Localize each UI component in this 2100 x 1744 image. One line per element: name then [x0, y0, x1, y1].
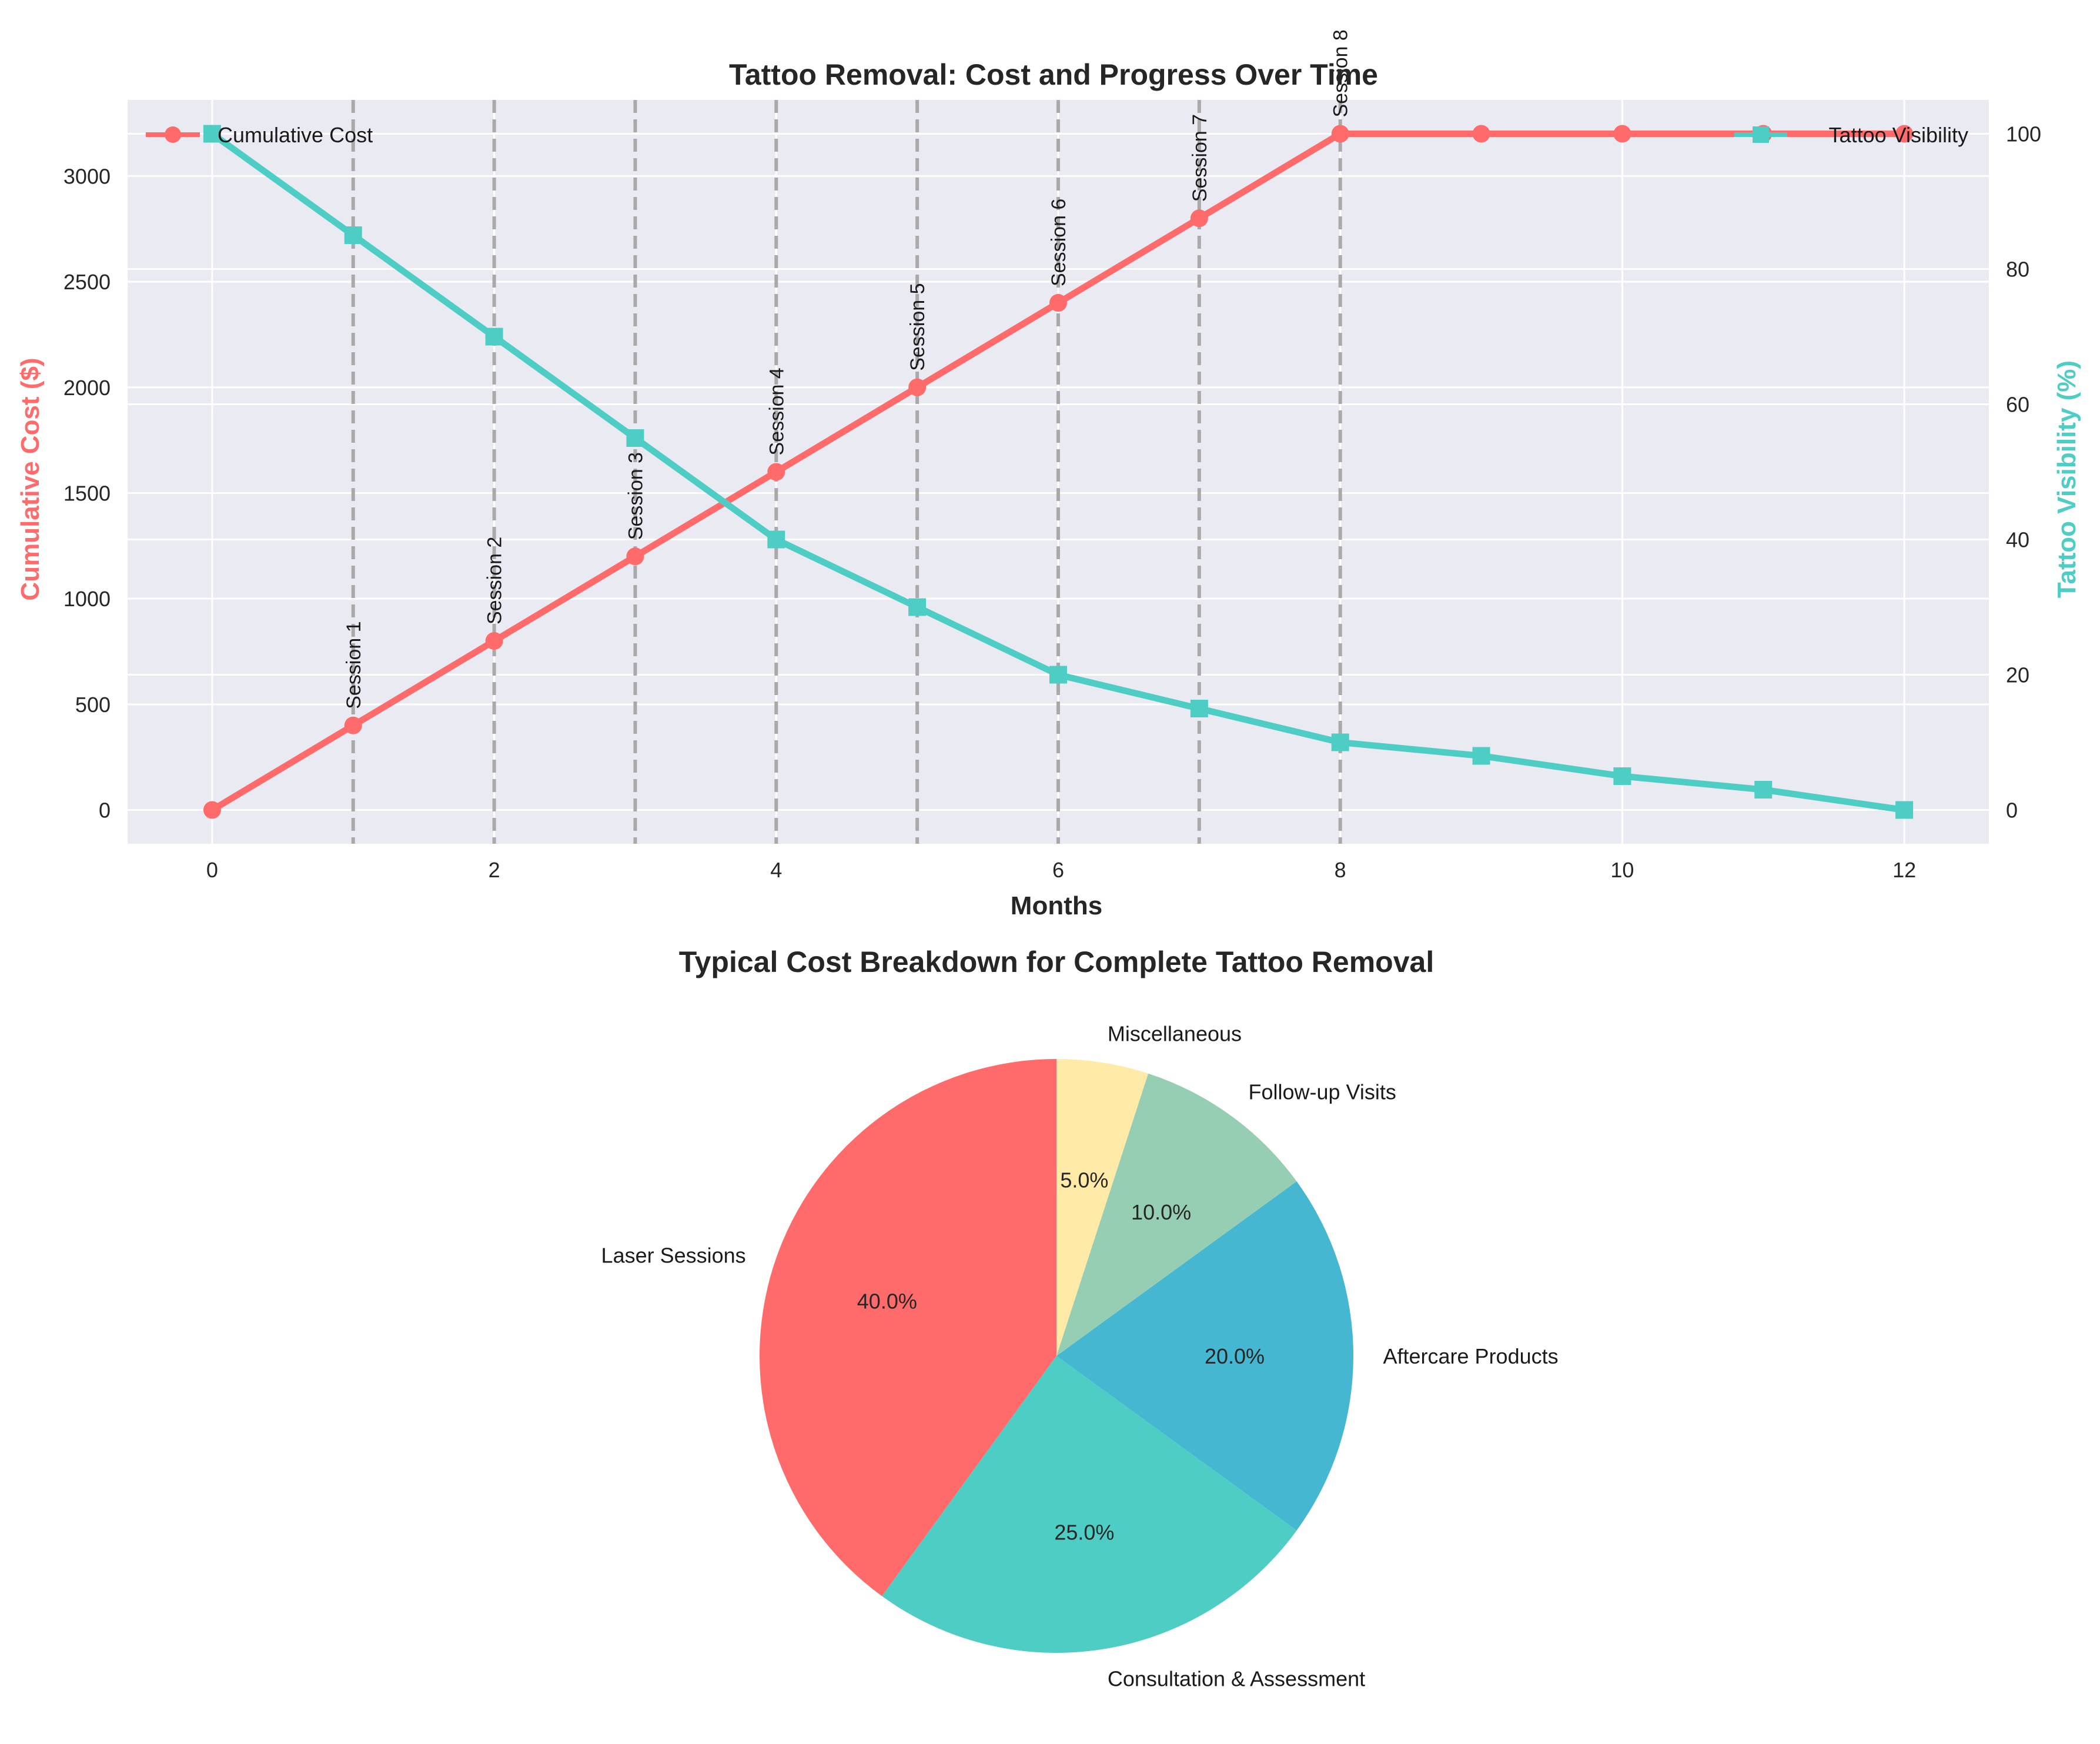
- y-tick-left-label: 1500: [63, 481, 111, 505]
- y-tick-left-label: 3000: [63, 164, 111, 188]
- session-label: Session 7: [1189, 114, 1211, 202]
- visibility-point: [767, 531, 785, 549]
- y-axis-left-label: Cumulative Cost ($): [16, 358, 45, 600]
- cost-point: [1613, 125, 1631, 143]
- cost-point: [908, 379, 926, 396]
- visibility-point: [1473, 747, 1490, 765]
- pie-slice-percent: 10.0%: [1131, 1200, 1191, 1224]
- legend-cost-marker: [165, 126, 181, 143]
- pie-slice-percent: 20.0%: [1205, 1344, 1265, 1368]
- pie-slice-label: Follow-up Visits: [1249, 1080, 1396, 1104]
- visibility-point: [1191, 700, 1208, 717]
- y-tick-left-label: 2500: [63, 270, 111, 294]
- y-tick-right-label: 80: [2006, 258, 2029, 282]
- cost-point: [345, 717, 362, 734]
- session-label: Session 3: [624, 452, 647, 540]
- session-label: Session 5: [907, 283, 929, 370]
- session-label: Session 2: [484, 537, 506, 624]
- session-label: Session 6: [1048, 199, 1070, 286]
- y-tick-right-label: 60: [2006, 393, 2029, 417]
- visibility-point: [486, 328, 503, 346]
- visibility-point: [626, 429, 644, 447]
- cost-point: [1049, 294, 1067, 312]
- cost-point: [1332, 125, 1349, 143]
- pie-slice-label: Laser Sessions: [601, 1243, 746, 1267]
- pie-slice-percent: 25.0%: [1054, 1520, 1114, 1544]
- pie-slice-percent: 5.0%: [1060, 1168, 1108, 1192]
- legend-visibility-label: Tattoo Visibility: [1829, 123, 1968, 147]
- x-tick-label: 8: [1335, 858, 1346, 882]
- pie-slice-percent: 40.0%: [857, 1289, 917, 1313]
- visibility-point: [1895, 801, 1913, 819]
- cost-point: [626, 547, 644, 565]
- y-tick-left-label: 2000: [63, 376, 111, 400]
- y-tick-left-label: 1000: [63, 587, 111, 611]
- visibility-point: [1332, 734, 1349, 751]
- cost-point: [486, 632, 503, 650]
- legend-visibility-marker: [1753, 126, 1769, 143]
- visibility-point: [345, 226, 362, 244]
- visibility-point: [1049, 666, 1067, 684]
- y-tick-right-label: 0: [2006, 799, 2018, 823]
- pie-chart-title: Typical Cost Breakdown for Complete Tatt…: [679, 945, 1434, 978]
- y-tick-right-label: 100: [2006, 122, 2041, 146]
- legend-cost-label: Cumulative Cost: [218, 123, 373, 147]
- y-tick-left-label: 0: [99, 799, 111, 823]
- cost-point: [203, 801, 221, 819]
- line-chart-title: Tattoo Removal: Cost and Progress Over T…: [729, 58, 1378, 91]
- cost-point: [1191, 209, 1208, 227]
- cost-point: [767, 463, 785, 481]
- cost-point: [1473, 125, 1490, 143]
- x-axis-label: Months: [1011, 891, 1102, 920]
- pie-slice-label: Aftercare Products: [1383, 1344, 1559, 1368]
- visibility-point: [1613, 767, 1631, 785]
- visibility-point: [1754, 781, 1772, 799]
- y-tick-right-label: 40: [2006, 528, 2029, 552]
- x-tick-label: 6: [1052, 858, 1064, 882]
- y-tick-left-label: 500: [75, 693, 111, 717]
- x-tick-label: 12: [1892, 858, 1916, 882]
- y-tick-right-label: 20: [2006, 663, 2029, 687]
- pie-slice-label: Consultation & Assessment: [1108, 1667, 1365, 1691]
- figure: Session 1 Session 2 Session 3 Session 4 Sess…: [0, 0, 2100, 1744]
- x-tick-label: 4: [770, 858, 782, 882]
- x-tick-label: 0: [206, 858, 218, 882]
- pie-slice-label: Miscellaneous: [1108, 1021, 1242, 1045]
- x-tick-label: 10: [1610, 858, 1634, 882]
- line-chart: Session 1 Session 2 Session 3 Session 4 Sess…: [16, 29, 2081, 920]
- y-axis-right-label: Tattoo Visibility (%): [2052, 360, 2081, 598]
- x-tick-label: 2: [489, 858, 500, 882]
- session-label: Session 1: [343, 621, 365, 709]
- visibility-point: [908, 599, 926, 616]
- session-label: Session 4: [765, 367, 788, 455]
